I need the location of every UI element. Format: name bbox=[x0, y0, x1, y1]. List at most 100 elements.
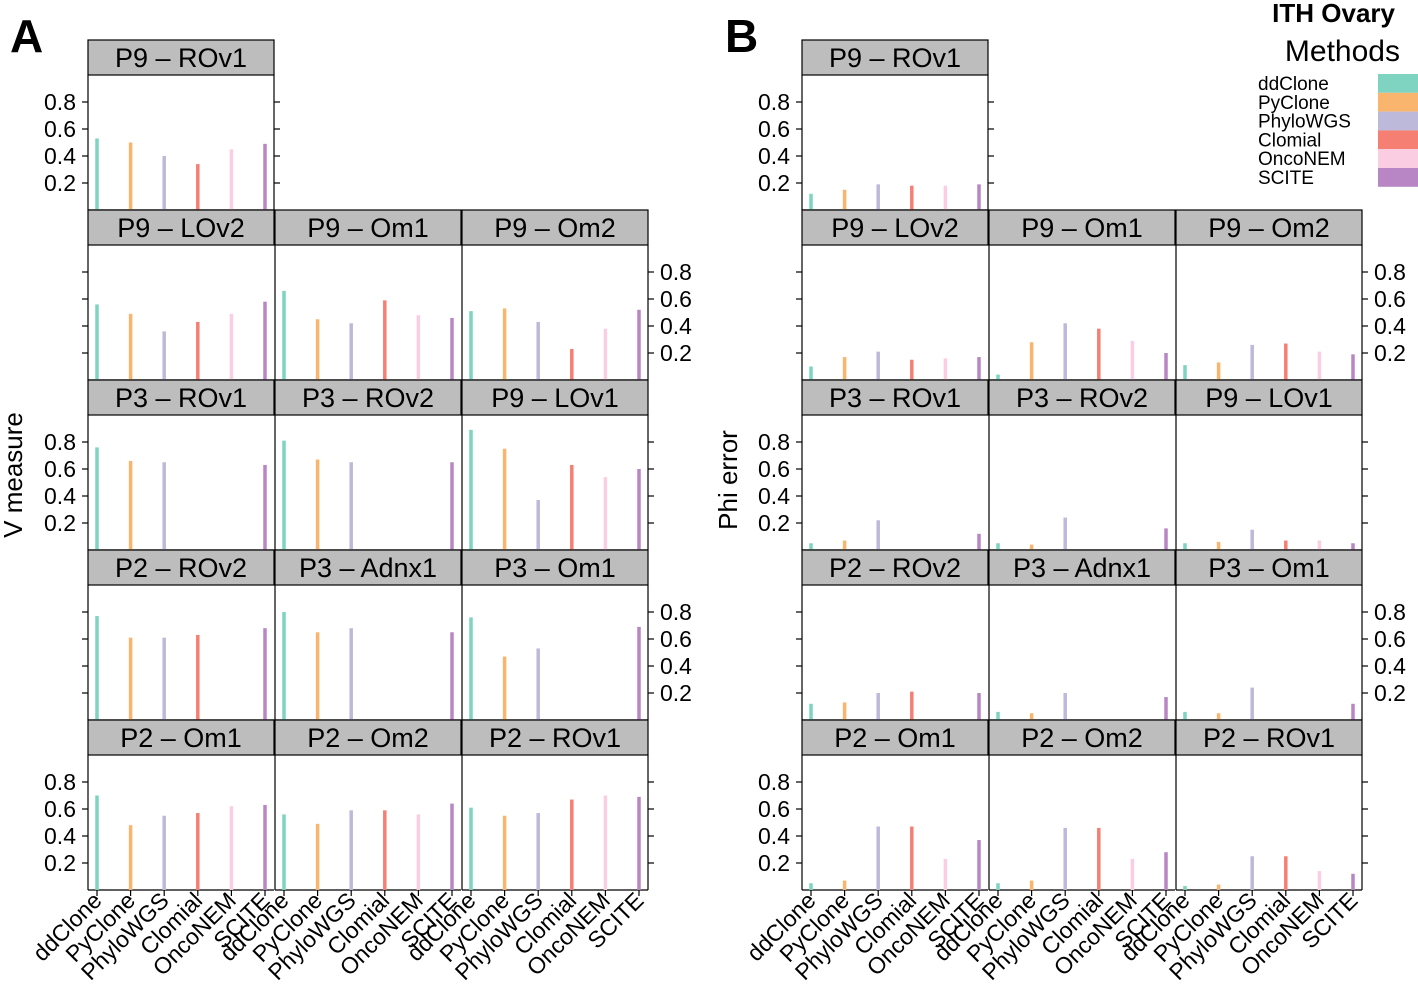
y-tick-label: 0.6 bbox=[1374, 626, 1406, 652]
y-tick-label: 0.4 bbox=[1374, 313, 1406, 339]
bar-scite bbox=[450, 317, 454, 380]
y-tick-label: 0.2 bbox=[758, 850, 790, 876]
bar-scite bbox=[1164, 528, 1168, 550]
bar-phylowgs bbox=[162, 815, 166, 890]
bar-phylowgs bbox=[1063, 693, 1067, 720]
bar-pyclone bbox=[315, 632, 320, 720]
y-tick-label: 0.8 bbox=[1374, 599, 1406, 625]
bar-pyclone bbox=[842, 189, 847, 210]
facet-title: P3 – ROv1 bbox=[829, 383, 961, 413]
bar-pyclone bbox=[502, 656, 507, 720]
legend-title: Methods bbox=[1285, 35, 1400, 68]
facet-strip bbox=[988, 379, 1176, 416]
y-axis-row-2: 0.20.40.60.8 bbox=[44, 415, 654, 550]
bar-pyclone bbox=[842, 880, 847, 890]
bar-onconem bbox=[229, 806, 234, 890]
y-tick-label: 0.2 bbox=[44, 510, 76, 536]
y-tick-label: 0.6 bbox=[660, 286, 692, 312]
bar-onconem bbox=[229, 313, 234, 380]
bar-scite bbox=[1164, 852, 1168, 890]
facet-title: P2 – ROv1 bbox=[1203, 723, 1335, 753]
y-tick-label: 0.8 bbox=[758, 89, 790, 115]
facet-strip bbox=[1175, 719, 1363, 756]
facet-title: P9 – LOv1 bbox=[491, 383, 619, 413]
bar-pyclone bbox=[315, 459, 320, 550]
facet-strip bbox=[461, 549, 649, 586]
bar-ddclone bbox=[469, 429, 473, 550]
facet-strip bbox=[87, 549, 275, 586]
bar-phylowgs bbox=[536, 648, 540, 720]
y-tick-label: 0.4 bbox=[758, 143, 790, 169]
bar-phylowgs bbox=[349, 462, 353, 550]
bar-onconem bbox=[943, 185, 948, 210]
legend-swatch-onconem bbox=[1378, 149, 1418, 168]
facet-strip bbox=[1175, 549, 1363, 586]
bar-ddclone bbox=[809, 193, 813, 210]
facet-p9-rov1: P9 – ROv1 bbox=[87, 39, 275, 211]
methods-legend: Methods ddClonePyClonePhyloWGSClomialOnc… bbox=[1258, 35, 1418, 189]
facet-title: P9 – LOv2 bbox=[831, 213, 959, 243]
bar-scite bbox=[637, 309, 641, 380]
bar-phylowgs bbox=[536, 321, 540, 380]
bar-clomial bbox=[910, 826, 914, 890]
y-tick-label: 0.2 bbox=[1374, 680, 1406, 706]
y-tick-label: 0.4 bbox=[758, 483, 790, 509]
bar-phylowgs bbox=[876, 351, 880, 380]
bar-onconem bbox=[603, 795, 608, 890]
facet-strip bbox=[461, 379, 649, 416]
bar-pyclone bbox=[128, 825, 133, 890]
bar-phylowgs bbox=[349, 810, 353, 890]
bar-clomial bbox=[1284, 856, 1288, 890]
bar-clomial bbox=[1284, 343, 1288, 380]
bar-scite bbox=[637, 469, 641, 550]
bar-pyclone bbox=[1029, 880, 1034, 890]
y-tick-label: 0.4 bbox=[758, 823, 790, 849]
bar-scite bbox=[450, 803, 454, 890]
panel-b-phi-error: Phi error P9 – ROv1 P9 – LOv2 P9 – Om1 P9 – … bbox=[713, 39, 1406, 985]
y-tick-label: 0.2 bbox=[660, 340, 692, 366]
facet-title: P3 – ROv2 bbox=[302, 383, 434, 413]
bar-ddclone bbox=[95, 616, 99, 720]
bar-pyclone bbox=[502, 448, 507, 550]
facet-strip bbox=[274, 719, 462, 756]
facet-p9-om2: P9 – Om2 bbox=[461, 209, 649, 381]
bar-pyclone bbox=[1029, 713, 1034, 720]
bar-pyclone bbox=[1029, 544, 1034, 550]
bar-phylowgs bbox=[349, 628, 353, 720]
bar-onconem bbox=[416, 315, 421, 380]
facet-p2-rov1: P2 – ROv1 bbox=[1175, 719, 1363, 891]
y-axis-row-1: 0.20.40.60.8 bbox=[796, 245, 1406, 380]
y-tick-label: 0.6 bbox=[758, 796, 790, 822]
bar-scite bbox=[1351, 703, 1355, 720]
facet-p9-om1: P9 – Om1 bbox=[274, 209, 462, 381]
bar-ddclone bbox=[1183, 543, 1187, 550]
y-tick-label: 0.6 bbox=[758, 116, 790, 142]
y-tick-label: 0.2 bbox=[758, 170, 790, 196]
bar-pyclone bbox=[128, 142, 133, 210]
bar-clomial bbox=[1284, 540, 1288, 550]
facet-strip bbox=[274, 549, 462, 586]
facet-p2-om1: P2 – Om1 bbox=[87, 719, 275, 891]
bar-phylowgs bbox=[876, 693, 880, 720]
bar-onconem bbox=[603, 477, 608, 550]
bar-clomial bbox=[196, 634, 200, 720]
bar-ddclone bbox=[469, 617, 473, 720]
figure-title: ITH Ovary bbox=[1272, 0, 1395, 28]
y-axis-row-3: 0.20.40.60.8 bbox=[796, 585, 1406, 720]
facet-p2-rov2: P2 – ROv2 bbox=[801, 549, 989, 721]
bar-scite bbox=[977, 357, 981, 380]
facet-title: P3 – Om1 bbox=[1208, 553, 1330, 583]
y-axis-row-0: 0.20.40.60.8 bbox=[44, 75, 280, 210]
bar-pyclone bbox=[315, 319, 320, 380]
y-tick-label: 0.6 bbox=[758, 456, 790, 482]
bar-clomial bbox=[910, 359, 914, 380]
bar-phylowgs bbox=[1250, 344, 1254, 380]
bar-phylowgs bbox=[1250, 529, 1254, 550]
facet-p9-lov2: P9 – LOv2 bbox=[87, 209, 275, 381]
facet-strip bbox=[461, 719, 649, 756]
bar-phylowgs bbox=[349, 323, 353, 380]
bar-pyclone bbox=[1216, 541, 1221, 550]
legend-label-pyclone: PyClone bbox=[1258, 93, 1330, 114]
legend-swatch-clomial bbox=[1378, 130, 1418, 150]
bar-phylowgs bbox=[162, 156, 166, 210]
